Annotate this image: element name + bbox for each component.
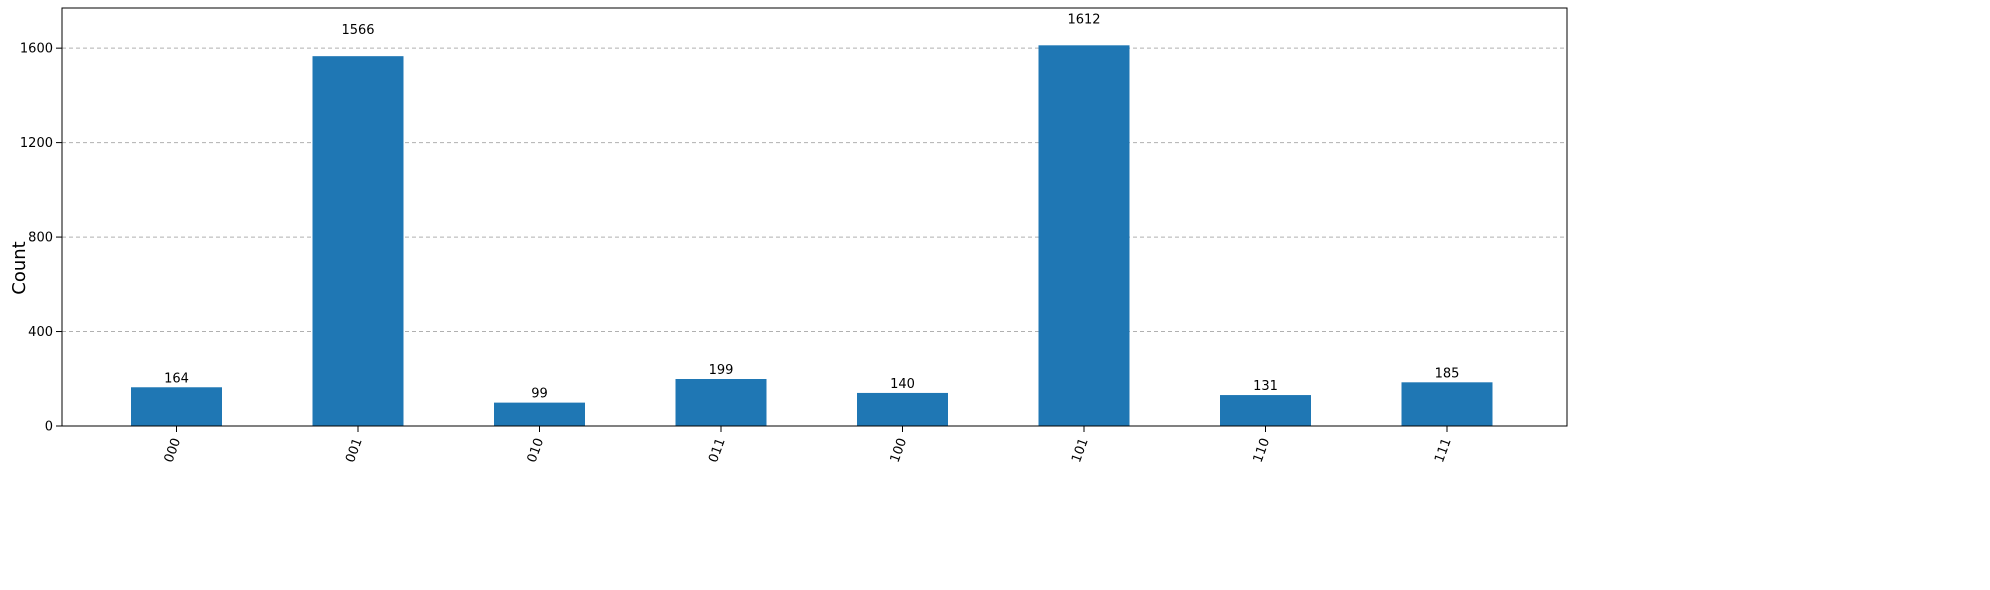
bar [494,402,585,426]
bar-value-label: 140 [890,377,915,392]
plot-frame [61,7,1568,427]
y-axis-title: Count [9,241,30,294]
bar-value-label: 185 [1435,366,1460,381]
grid-lines [62,47,1567,333]
bar [312,56,404,426]
bar [1401,382,1493,426]
bar-value-label: 99 [531,387,548,402]
bars [131,45,1493,427]
axes [61,7,1568,427]
bar [857,392,948,426]
bar-value-label: 131 [1253,379,1278,394]
y-tick-label: 800 [28,231,53,246]
bar-value-label: 1566 [341,23,374,38]
y-tick-label: 1200 [20,136,53,151]
bar-value-label: 1612 [1067,12,1100,27]
y-tick-label: 0 [45,420,53,435]
y-tick-label: 1600 [20,42,53,57]
bar [1220,395,1311,426]
bar-value-label: 164 [164,371,189,386]
y-axis-ticks: 0 400 800 1200 1600 [20,42,62,435]
y-tick-label: 400 [28,325,53,340]
bar [131,387,222,426]
bar [1038,45,1130,427]
bar-value-label: 199 [709,363,734,378]
bar-value-labels: 164 1566 99 199 140 1612 131 185 [164,12,1459,401]
bar [675,379,767,426]
